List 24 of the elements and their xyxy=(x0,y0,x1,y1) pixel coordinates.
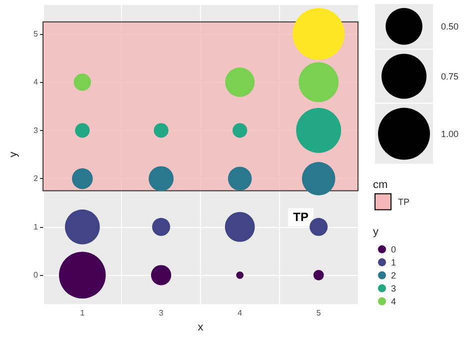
text: TP xyxy=(293,210,308,224)
y-tick-label: 1 xyxy=(34,222,39,232)
y-tick-label: 3 xyxy=(34,126,39,135)
legend-label: 1 xyxy=(391,257,396,268)
x-tick-label: 1 xyxy=(80,308,86,318)
legend-title: y xyxy=(373,226,379,238)
x-axis-title: x xyxy=(198,322,204,334)
legend-label: 0.50 xyxy=(441,21,459,32)
legend-label: 3 xyxy=(391,283,396,294)
y-tick-label: 4 xyxy=(34,78,39,87)
x-tick-label: 5 xyxy=(316,308,322,318)
legend-label: 4 xyxy=(391,296,396,306)
legend-label: 2 xyxy=(391,270,396,280)
text: cm xyxy=(373,178,388,191)
y-tick-label: 2 xyxy=(34,174,39,184)
x-tick-label: 4 xyxy=(238,308,243,318)
legend-label: TP xyxy=(398,196,410,207)
legend-label: 0.75 xyxy=(441,71,459,82)
y-tick-label: 0 xyxy=(34,270,39,280)
y-axis-title: y xyxy=(8,151,20,158)
x-tick-label: 3 xyxy=(158,308,164,318)
legend-label: 1.00 xyxy=(441,128,459,139)
legend-label: 0 xyxy=(391,244,396,254)
y-tick-label: 5 xyxy=(34,29,39,38)
